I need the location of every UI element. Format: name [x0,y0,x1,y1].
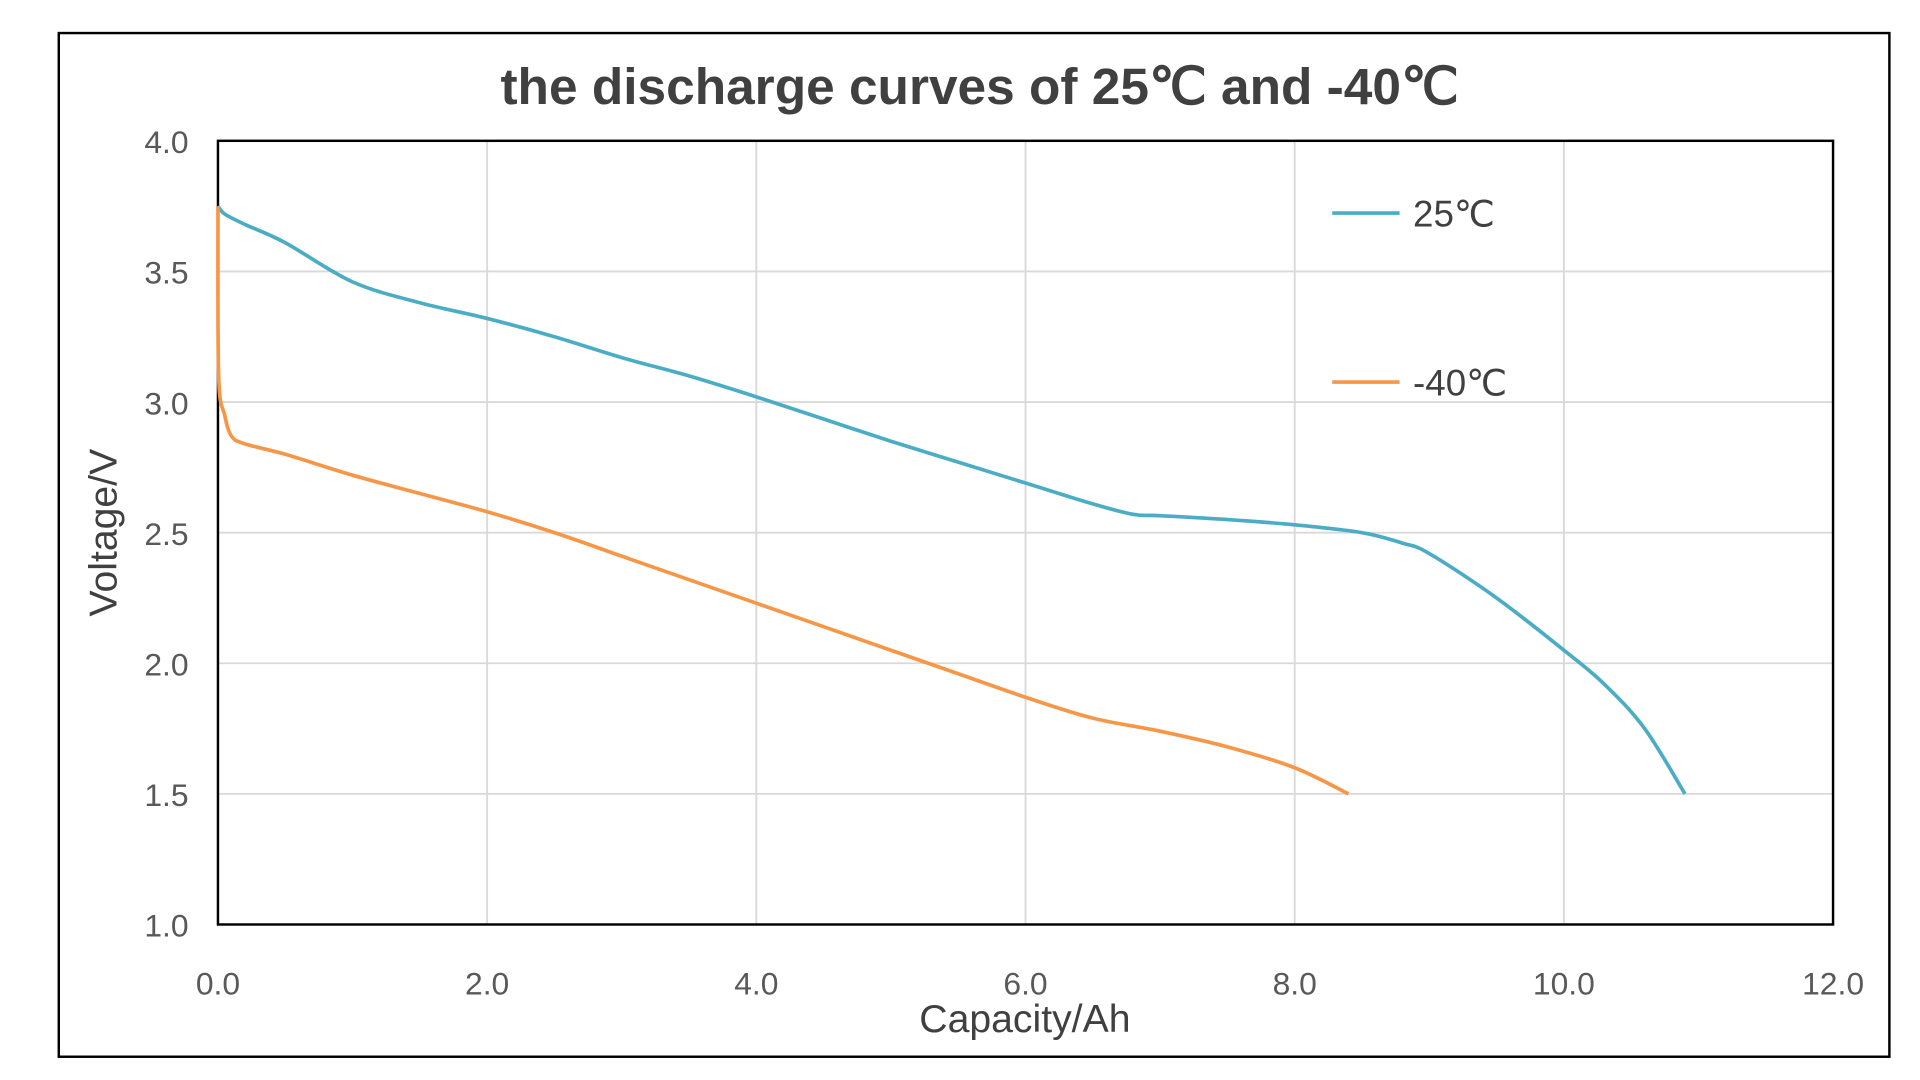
series-line-1 [216,206,1350,796]
chart-frame [57,31,1891,1058]
x-axis-label: Capacity/Ah [919,998,1130,1041]
x-tick-label: 8.0 [1273,965,1317,1001]
gridlines [217,140,1834,925]
legend: 25℃ -40℃ [1332,194,1507,404]
x-tick-labels: 0.0 2.0 4.0 6.0 8.0 10.0 12.0 [196,965,1864,1001]
x-tick-label: 0.0 [196,965,240,1001]
plot-area-border [216,139,1835,926]
y-tick-label: 3.5 [144,255,188,291]
y-axis-label: Voltage/V [82,449,125,617]
x-tick-label: 10.0 [1533,965,1595,1001]
series-lines [216,204,1687,796]
x-tick-label: 12.0 [1802,965,1864,1001]
legend-label-minus40c: -40℃ [1413,363,1507,404]
x-tick-label: 2.0 [465,965,509,1001]
series-line-0 [216,204,1687,795]
legend-label-25c: 25℃ [1413,194,1495,235]
x-tick-label: 6.0 [1003,965,1047,1001]
y-tick-label: 2.5 [144,516,188,552]
y-tick-label: 2.0 [144,647,188,683]
x-tick-label: 4.0 [734,965,778,1001]
y-tick-label: 1.0 [144,908,188,944]
y-tick-label: 1.5 [144,777,188,813]
chart-title: the discharge curves of 25℃ and -40℃ [500,57,1458,115]
y-tick-label: 3.0 [144,385,188,421]
y-tick-label: 4.0 [144,124,188,160]
y-tick-labels: 1.0 1.5 2.0 2.5 3.0 3.5 4.0 [144,124,188,944]
